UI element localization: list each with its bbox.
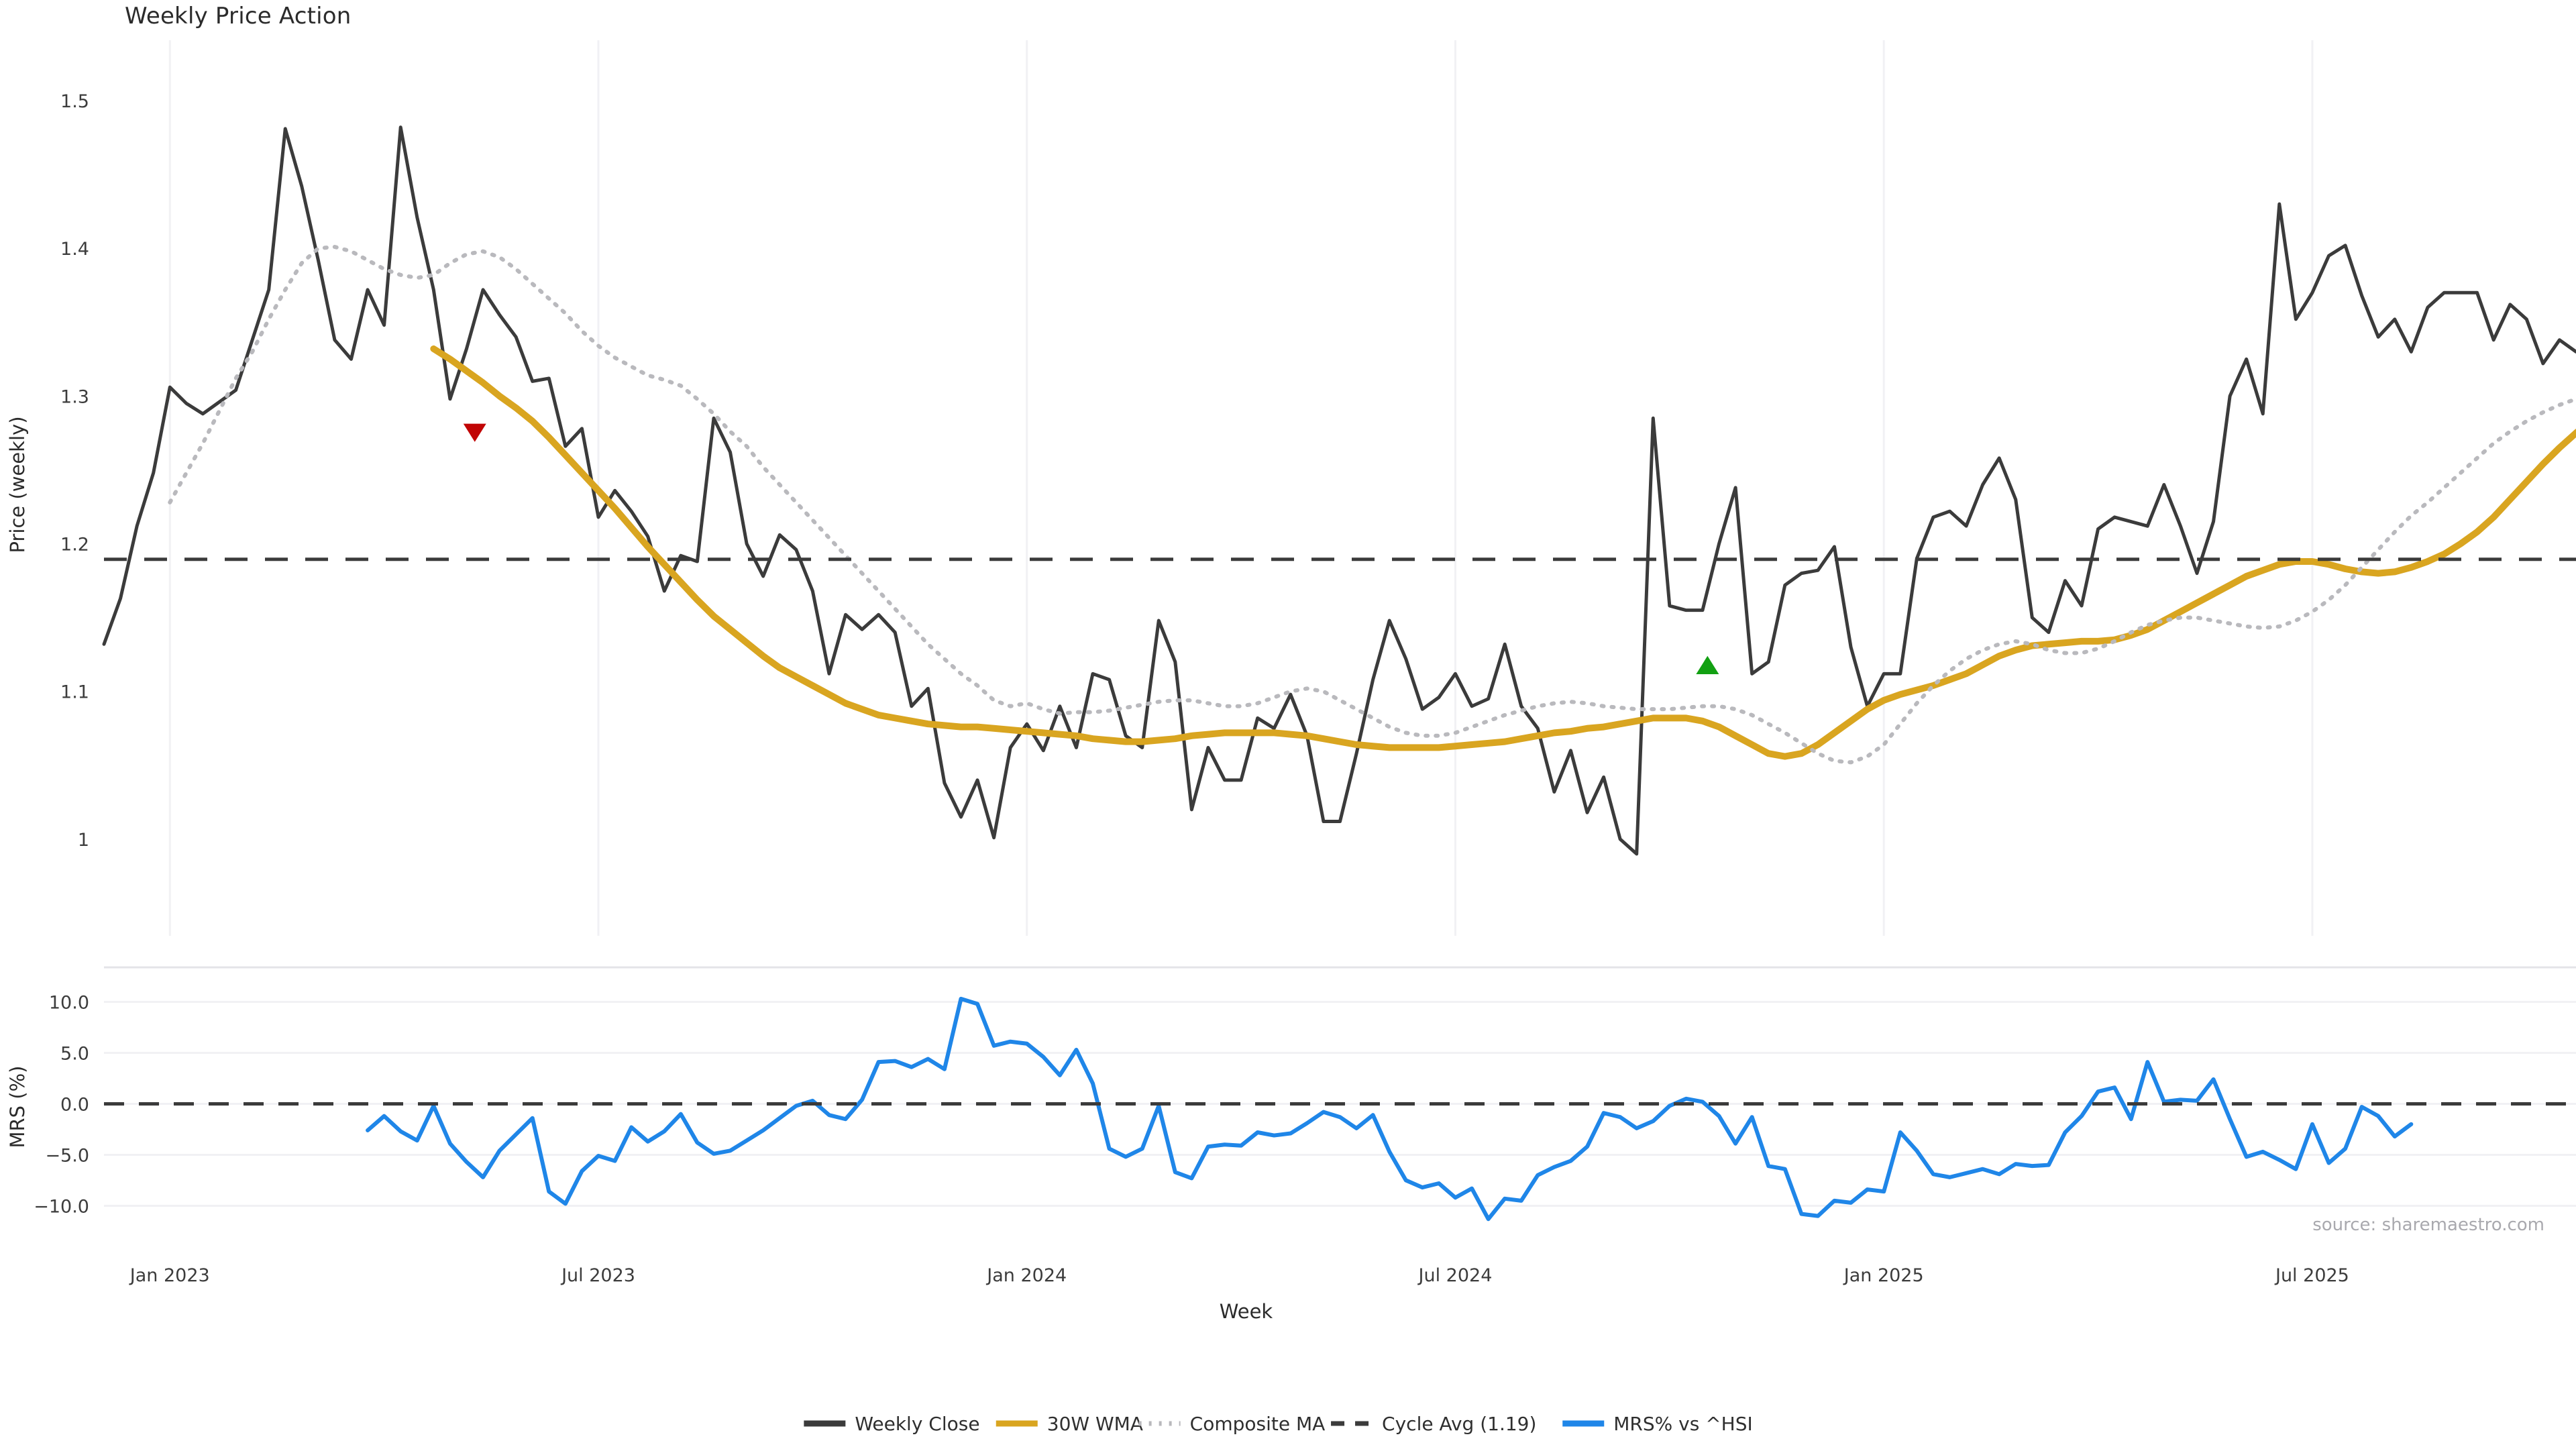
xtick-jan-2025: Jan 2025 (1843, 1265, 1924, 1286)
buy-signal-marker-icon[interactable] (1696, 655, 1719, 674)
price-ytick-1: 1 (78, 830, 89, 851)
signal-markers-group[interactable] (463, 423, 1719, 674)
chart-legend[interactable]: Weekly Close 30W WMA Composite MA Cycle Avg… (804, 1413, 1753, 1435)
legend-label-1: 30W WMA (1047, 1413, 1143, 1435)
price-gridlines (168, 40, 2314, 936)
xtick-jul-2025: Jul 2025 (2274, 1265, 2349, 1286)
mrs-ytick-0: −10.0 (34, 1196, 89, 1217)
price-ytick-1.3: 1.3 (60, 386, 89, 407)
series-composite-ma (168, 245, 2576, 765)
price-ytick-1.2: 1.2 (60, 535, 89, 555)
legend-label-4: MRS% vs ^HSI (1613, 1413, 1753, 1435)
mrs-ytick-1: −5.0 (45, 1145, 89, 1166)
source-watermark: source: sharemaestro.com (2312, 1215, 2544, 1235)
series-mrs-vs-hsi (366, 996, 2414, 1222)
xtick-jan-2024: Jan 2024 (985, 1265, 1067, 1286)
mrs-ytick-4: 10.0 (49, 992, 89, 1013)
xtick-jul-2024: Jul 2024 (1417, 1265, 1493, 1286)
mrs-gridlines (104, 966, 2576, 1207)
mrs-series-group (104, 996, 2576, 1222)
mrs-ytick-3: 5.0 (60, 1043, 89, 1064)
legend-item-weekly-close[interactable]: Weekly Close (804, 1413, 980, 1435)
legend-label-2: Composite MA (1190, 1413, 1326, 1435)
legend-item-composite-ma[interactable]: Composite MA (1138, 1413, 1326, 1435)
page-title: Weekly Price Action (125, 3, 352, 30)
legend-item-cycle-avg-1-19-[interactable]: Cycle Avg (1.19) (1331, 1413, 1536, 1435)
price-axis-label: Price (weekly) (6, 416, 29, 553)
legend-item-mrs-vs-hsi[interactable]: MRS% vs ^HSI (1562, 1413, 1753, 1435)
price-ytick-1.4: 1.4 (60, 239, 89, 260)
sell-signal-marker-icon[interactable] (463, 423, 486, 442)
legend-label-3: Cycle Avg (1.19) (1382, 1413, 1536, 1435)
xtick-jul-2023: Jul 2023 (560, 1265, 635, 1286)
price-ytick-1.5: 1.5 (60, 91, 89, 112)
axis-text-group: 1 1.1 1.2 1.3 1.4 1.5 Price (weekly) −10.0 −5.0 0… (6, 91, 2544, 1323)
price-ytick-1.1: 1.1 (60, 682, 89, 703)
series-weekly-close (102, 125, 2576, 856)
xtick-jan-2023: Jan 2023 (129, 1265, 210, 1286)
legend-label-0: Weekly Close (855, 1413, 979, 1435)
x-axis-label: Week (1220, 1300, 1273, 1323)
mrs-ytick-2: 0.0 (60, 1094, 89, 1115)
legend-item-30w-wma[interactable]: 30W WMA (996, 1413, 1143, 1435)
mrs-axis-label: MRS (%) (6, 1066, 29, 1148)
price-series-group (102, 125, 2576, 856)
series-30w-wma (430, 345, 2576, 760)
